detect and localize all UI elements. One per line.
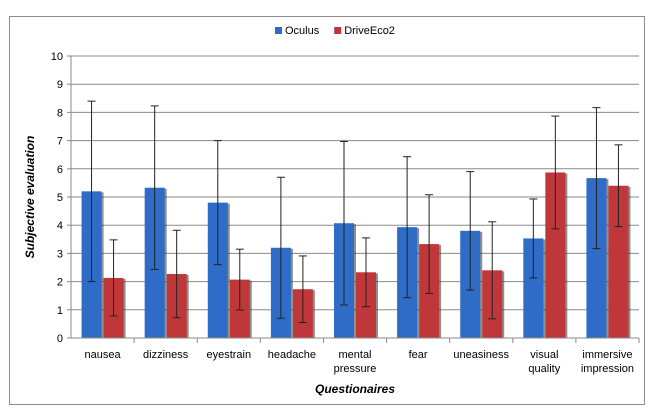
- bar: [545, 172, 566, 338]
- bar: [207, 202, 228, 338]
- legend-swatch: [275, 27, 282, 34]
- y-tick-label: 10: [51, 51, 63, 63]
- y-tick-label: 0: [57, 333, 63, 345]
- y-tick-label: 1: [57, 305, 63, 317]
- x-tick-label: headache: [268, 349, 316, 361]
- x-tick-label: immersive: [582, 349, 632, 361]
- bar-chart: 0 1 2 3 4 5 6 7 8 9 10 nausea dizziness eyestrain head…: [23, 25, 640, 396]
- bar-group: [166, 229, 189, 338]
- x-tick-label: fear: [409, 349, 428, 361]
- bar-group: [103, 239, 126, 338]
- y-tick-label: 6: [57, 164, 63, 176]
- y-axis-title: Subjective evaluation: [23, 136, 37, 259]
- bar-group: [586, 107, 609, 338]
- bar-group: [545, 115, 568, 338]
- x-axis-title: Questionaires: [315, 382, 395, 396]
- bar-group: [229, 248, 252, 338]
- x-tick-label: impression: [581, 363, 634, 375]
- bar-group: [270, 176, 293, 338]
- legend-swatch: [334, 27, 342, 34]
- bar-group: [397, 156, 420, 338]
- axis-layer: 0 1 2 3 4 5 6 7 8 9 10 nausea dizziness eyestrain head…: [51, 51, 640, 375]
- legend-item: Oculus: [275, 25, 320, 37]
- x-tick-label: dizziness: [143, 349, 189, 361]
- bar: [608, 185, 629, 338]
- y-tick-label: 7: [57, 136, 63, 148]
- x-tick-label: mental: [338, 349, 371, 361]
- legend-label: DriveEco2: [344, 25, 395, 37]
- x-tick-label: uneasiness: [453, 349, 509, 361]
- x-tick-label: pressure: [334, 363, 377, 375]
- bar-group: [460, 171, 483, 338]
- y-tick-label: 3: [57, 248, 63, 260]
- y-tick-label: 9: [57, 79, 63, 91]
- bar-group: [292, 255, 315, 338]
- bar: [523, 238, 544, 338]
- bar-group: [334, 140, 356, 338]
- bar-group: [144, 105, 167, 338]
- legend: Oculus DriveEco2: [275, 25, 395, 37]
- y-tick-label: 2: [57, 277, 63, 289]
- y-tick-label: 4: [57, 220, 63, 232]
- x-tick-label: nausea: [85, 349, 122, 361]
- legend-label: Oculus: [285, 25, 320, 37]
- bars-layer: [81, 100, 631, 338]
- bar-group: [523, 198, 546, 338]
- chart-frame: 0 1 2 3 4 5 6 7 8 9 10 nausea dizziness eyestrain head…: [9, 16, 645, 405]
- bar-group: [482, 221, 505, 338]
- y-tick-label: 5: [57, 192, 63, 204]
- bar-group: [356, 237, 378, 338]
- legend-item: DriveEco2: [334, 25, 395, 37]
- bar-group: [81, 100, 104, 338]
- x-tick-label: quality: [528, 363, 560, 375]
- bar-group: [419, 194, 442, 338]
- y-tick-label: 8: [57, 107, 63, 119]
- x-tick-label: visual: [530, 349, 558, 361]
- bar-group: [207, 140, 230, 338]
- bar: [586, 178, 607, 338]
- bar-group: [608, 144, 631, 338]
- x-tick-label: eyestrain: [206, 349, 251, 361]
